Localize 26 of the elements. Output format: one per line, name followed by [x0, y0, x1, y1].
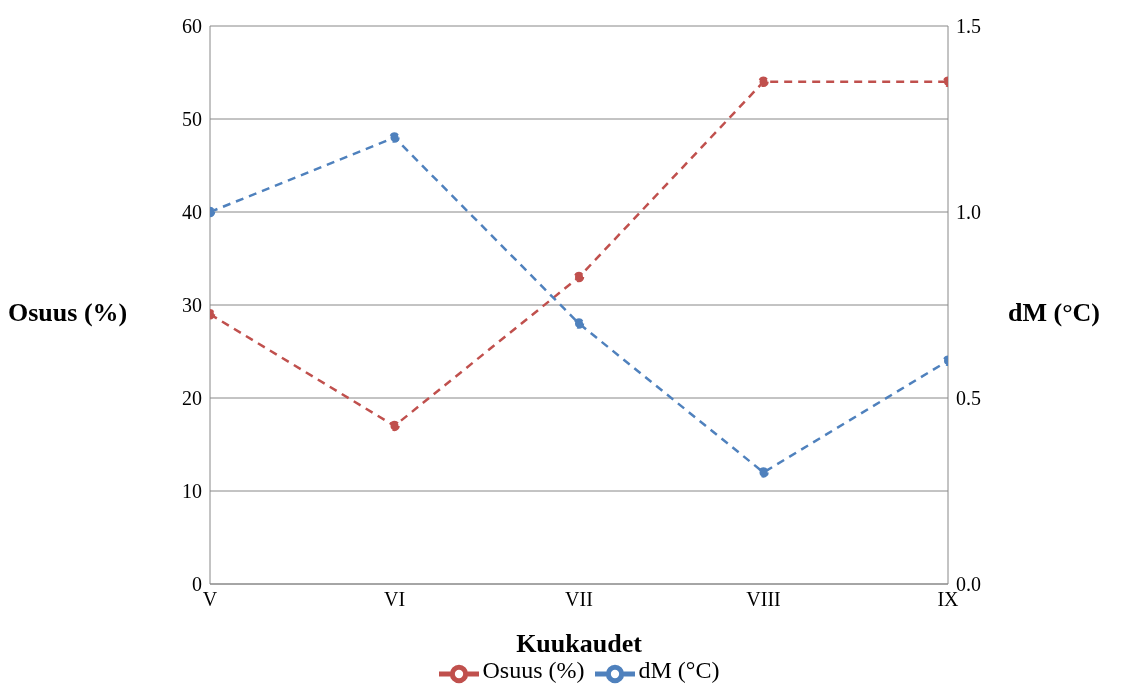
legend-label: dM (°C)	[638, 656, 720, 683]
x-axis-title: Kuukaudet	[516, 629, 643, 658]
x-tick-label: VII	[565, 588, 593, 611]
x-tick-label: VIII	[746, 588, 781, 611]
y2-tick-label: 0.5	[956, 387, 981, 410]
y-tick-label: 30	[182, 294, 202, 317]
y2-tick-label: 0.0	[956, 573, 981, 596]
point	[389, 132, 400, 143]
y-tick-label: 60	[182, 15, 202, 38]
point	[573, 318, 585, 329]
x-tick-label: V	[202, 588, 218, 611]
y-axis-title: Osuus (%)	[8, 298, 128, 328]
point	[758, 76, 769, 88]
y-tick-label: 20	[182, 387, 202, 410]
legend-label: Osuus (%)	[482, 656, 585, 683]
point	[389, 420, 400, 432]
y-tick-label: 50	[182, 108, 202, 131]
y-tick-label: 10	[182, 480, 202, 503]
y2-axis-title: dM (°C)	[1008, 298, 1100, 328]
y2-tick-label: 1.0	[956, 201, 981, 224]
point	[758, 467, 769, 478]
y-tick-label: 0	[192, 573, 202, 596]
y-tick-label: 40	[182, 201, 202, 224]
y2-tick-label: 1.5	[956, 15, 981, 38]
x-tick-label: VI	[383, 588, 406, 611]
point	[573, 271, 585, 283]
